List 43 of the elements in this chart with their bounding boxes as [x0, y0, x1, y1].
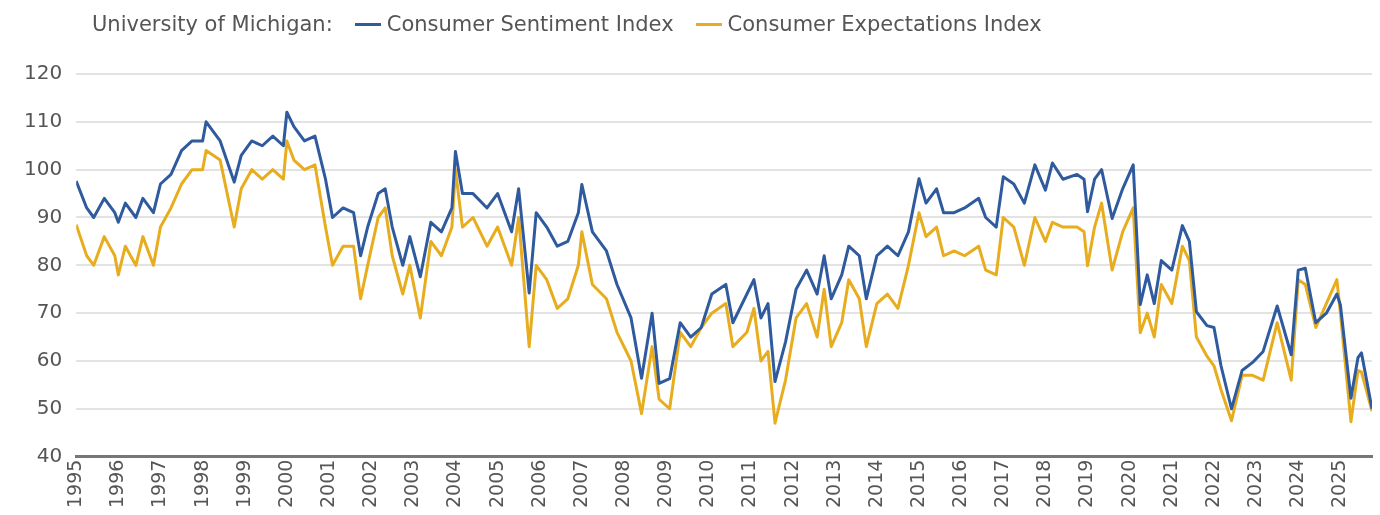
- x-tick-label: 2020: [1116, 459, 1139, 509]
- x-tick-label: 2019: [1074, 459, 1097, 509]
- x-tick-label: 2005: [484, 459, 507, 509]
- x-tick-label: 2011: [737, 459, 760, 509]
- x-tick-label: 2000: [273, 459, 296, 509]
- x-tick-label: 1998: [189, 459, 212, 509]
- x-tick-label: 1996: [105, 459, 128, 509]
- y-tick-label: 40: [36, 442, 63, 467]
- y-tick-label: 90: [36, 203, 63, 228]
- y-tick-label: 70: [36, 299, 63, 324]
- x-tick-label: 2017: [990, 459, 1013, 509]
- x-tick-label: 2025: [1327, 459, 1350, 509]
- x-tick-label: 2022: [1200, 459, 1223, 509]
- legend-label: Consumer Expectations Index: [727, 12, 1042, 36]
- x-tick-label: 2004: [442, 459, 465, 509]
- y-tick-label: 110: [23, 108, 63, 133]
- x-tick-label: 1995: [63, 459, 86, 509]
- y-tick-label: 120: [23, 60, 63, 85]
- x-tick-label: 1999: [231, 459, 254, 509]
- x-tick-label: 2021: [1158, 459, 1181, 509]
- x-tick-label: 2012: [779, 459, 802, 509]
- y-tick-label: 50: [36, 395, 63, 420]
- x-tick-label: 2007: [568, 459, 591, 509]
- x-tick-label: 2003: [400, 459, 423, 509]
- x-tick-label: 2009: [653, 459, 676, 509]
- x-tick-label: 2010: [695, 459, 718, 509]
- x-tick-label: 2014: [863, 459, 886, 509]
- y-tick-label: 100: [23, 155, 63, 180]
- x-tick-label: 2024: [1285, 459, 1308, 509]
- x-tick-label: 1997: [147, 459, 170, 509]
- x-tick-label: 2002: [358, 459, 381, 509]
- x-tick-label: 2018: [1032, 459, 1055, 509]
- legend-title: University of Michigan:: [92, 12, 333, 36]
- x-tick-label: 2006: [526, 459, 549, 509]
- x-tick-label: 2008: [610, 459, 633, 509]
- y-tick-label: 60: [36, 347, 63, 372]
- x-tick-label: 2013: [821, 459, 844, 509]
- x-tick-label: 2023: [1243, 459, 1266, 509]
- x-tick-label: 2015: [905, 459, 928, 509]
- x-tick-label: 2016: [948, 459, 971, 509]
- x-tick-label: 2001: [315, 459, 338, 509]
- legend-label: Consumer Sentiment Index: [386, 12, 674, 36]
- y-tick-label: 80: [36, 251, 63, 276]
